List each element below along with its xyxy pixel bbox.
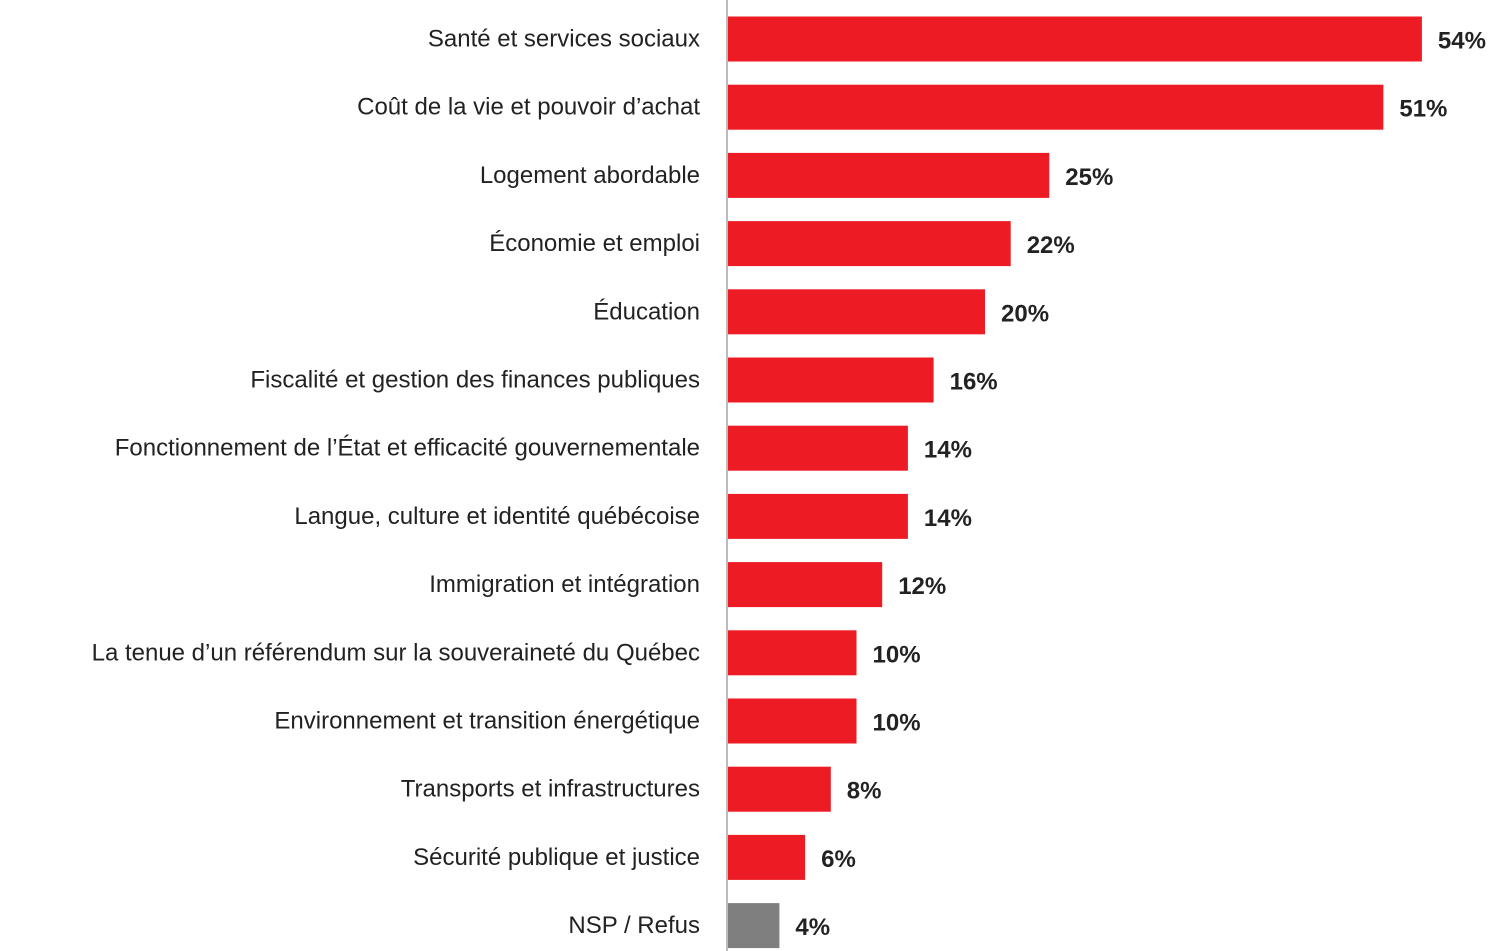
- category-label-4: Éducation: [593, 298, 700, 325]
- value-label-2: 25%: [1065, 164, 1113, 191]
- bar-1: [728, 84, 1384, 130]
- category-label-0: Santé et services sociaux: [428, 26, 700, 53]
- value-label-5: 16%: [950, 369, 998, 396]
- value-label-group: 54% 51% 25% 22% 20% 16% 14% 14% 12% 10% 10% 8% 6% 4%: [795, 28, 1486, 942]
- category-label-5: Fiscalité et gestion des finances publiq…: [250, 367, 700, 394]
- category-label-3: Économie et emploi: [489, 230, 700, 257]
- bar-2: [728, 152, 1050, 198]
- category-label-1: Coût de la vie et pouvoir d’achat: [357, 94, 700, 121]
- category-label-8: Immigration et intégration: [429, 571, 700, 598]
- bar-7: [728, 493, 908, 539]
- bar-6: [728, 425, 908, 471]
- value-label-6: 14%: [924, 437, 972, 464]
- category-label-9: La tenue d’un référendum sur la souverai…: [92, 639, 700, 666]
- bar-group: [728, 16, 1422, 949]
- value-label-8: 12%: [898, 573, 946, 600]
- bar-9: [728, 630, 857, 676]
- category-label-7: Langue, culture et identité québécoise: [294, 503, 700, 530]
- value-label-3: 22%: [1027, 232, 1075, 259]
- category-label-6: Fonctionnement de l’État et efficacité g…: [115, 435, 700, 462]
- bar-10: [728, 698, 857, 744]
- bar-0: [728, 16, 1422, 62]
- value-label-10: 10%: [873, 710, 921, 737]
- value-label-7: 14%: [924, 505, 972, 532]
- category-label-13: NSP / Refus: [568, 912, 700, 939]
- value-label-1: 51%: [1399, 96, 1447, 123]
- category-label-group: Santé et services sociaux Coût de la vie …: [92, 26, 701, 940]
- value-label-0: 54%: [1438, 28, 1486, 55]
- category-label-11: Transports et infrastructures: [401, 776, 700, 803]
- bar-5: [728, 357, 934, 403]
- value-label-4: 20%: [1001, 300, 1049, 327]
- value-label-12: 6%: [821, 846, 856, 873]
- value-label-11: 8%: [847, 778, 882, 805]
- category-label-10: Environnement et transition énergétique: [274, 708, 700, 735]
- value-label-9: 10%: [873, 641, 921, 668]
- bar-11: [728, 766, 831, 812]
- bar-8: [728, 562, 883, 608]
- category-label-2: Logement abordable: [480, 162, 700, 189]
- bar-13: [728, 903, 780, 949]
- bar-12: [728, 834, 806, 880]
- bar-4: [728, 289, 985, 335]
- category-label-12: Sécurité publique et justice: [413, 844, 700, 871]
- value-label-13: 4%: [795, 914, 830, 941]
- bar-3: [728, 221, 1011, 267]
